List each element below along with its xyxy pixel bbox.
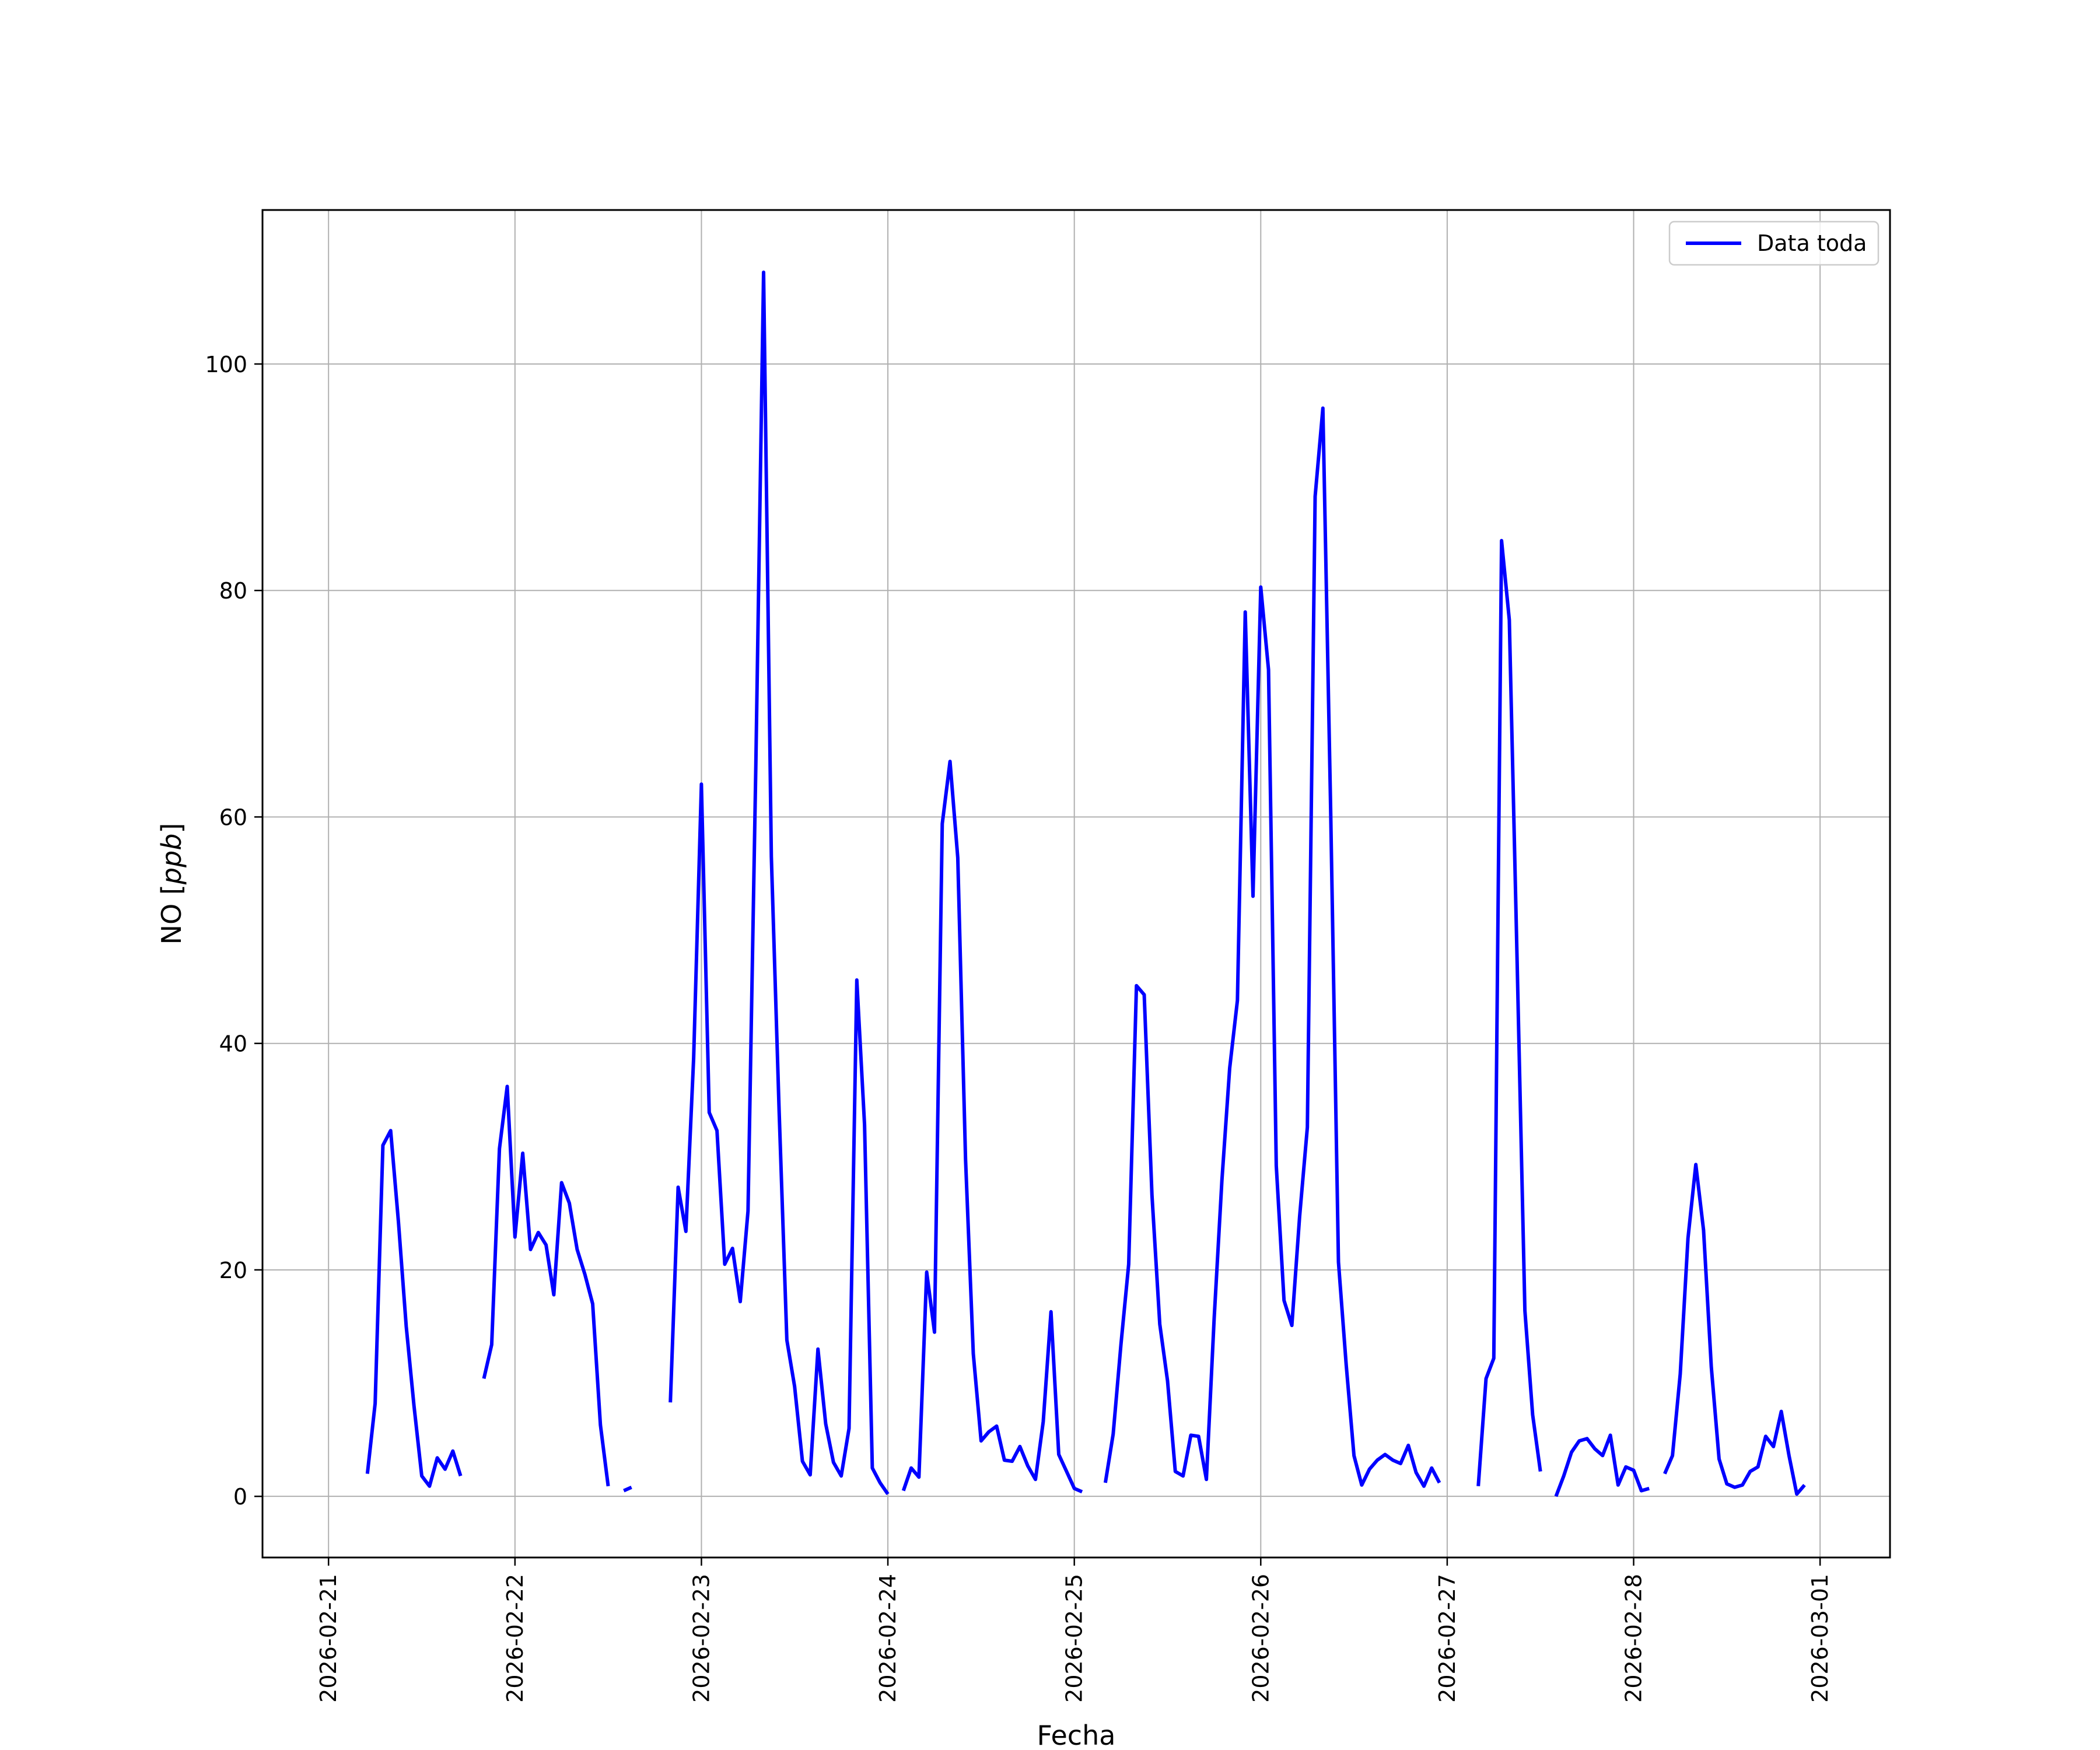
x-tick-label: 2026-02-24: [875, 1574, 901, 1703]
x-tick-label: 2026-02-23: [688, 1574, 714, 1703]
x-tick-label: 2026-02-22: [502, 1574, 528, 1703]
x-tick-label: 2026-02-25: [1062, 1574, 1087, 1703]
legend-label: Data toda: [1757, 230, 1867, 256]
y-tick-label: 0: [233, 1484, 247, 1510]
x-tick-label: 2026-02-26: [1248, 1574, 1273, 1703]
x-tick-label: 2026-03-01: [1807, 1574, 1833, 1703]
x-tick-label: 2026-02-27: [1434, 1574, 1460, 1703]
y-axis-ticks: 0 20 40 60 80 100: [205, 352, 262, 1510]
y-tick-label: 40: [219, 1031, 247, 1057]
y-tick-label: 80: [219, 578, 247, 604]
y-axis-label: NO [ppb]: [156, 823, 187, 945]
x-axis-label: Fecha: [1037, 1720, 1116, 1750]
x-axis-ticks: 2026-02-21 2026-02-22 2026-02-23 2026-02-24…: [316, 1558, 1833, 1703]
plot-area-frame: [261, 209, 1891, 1559]
y-axis-label-suffix: ]: [156, 823, 187, 834]
series-lines: [365, 270, 1806, 1497]
legend: Data toda: [1668, 220, 1880, 266]
y-tick-label: 100: [205, 352, 247, 377]
x-tick-label: 2026-02-21: [316, 1574, 341, 1703]
y-axis-label-prefix: NO [: [156, 884, 187, 944]
y-tick-label: 60: [219, 804, 247, 830]
y-tick-label: 20: [219, 1258, 247, 1283]
series-line-data-toda: [365, 270, 1806, 1497]
legend-box: [1668, 220, 1880, 266]
y-axis-label-unit: ppb: [156, 834, 187, 886]
grid-lines: [262, 210, 1890, 1558]
x-tick-label: 2026-02-28: [1621, 1574, 1647, 1703]
